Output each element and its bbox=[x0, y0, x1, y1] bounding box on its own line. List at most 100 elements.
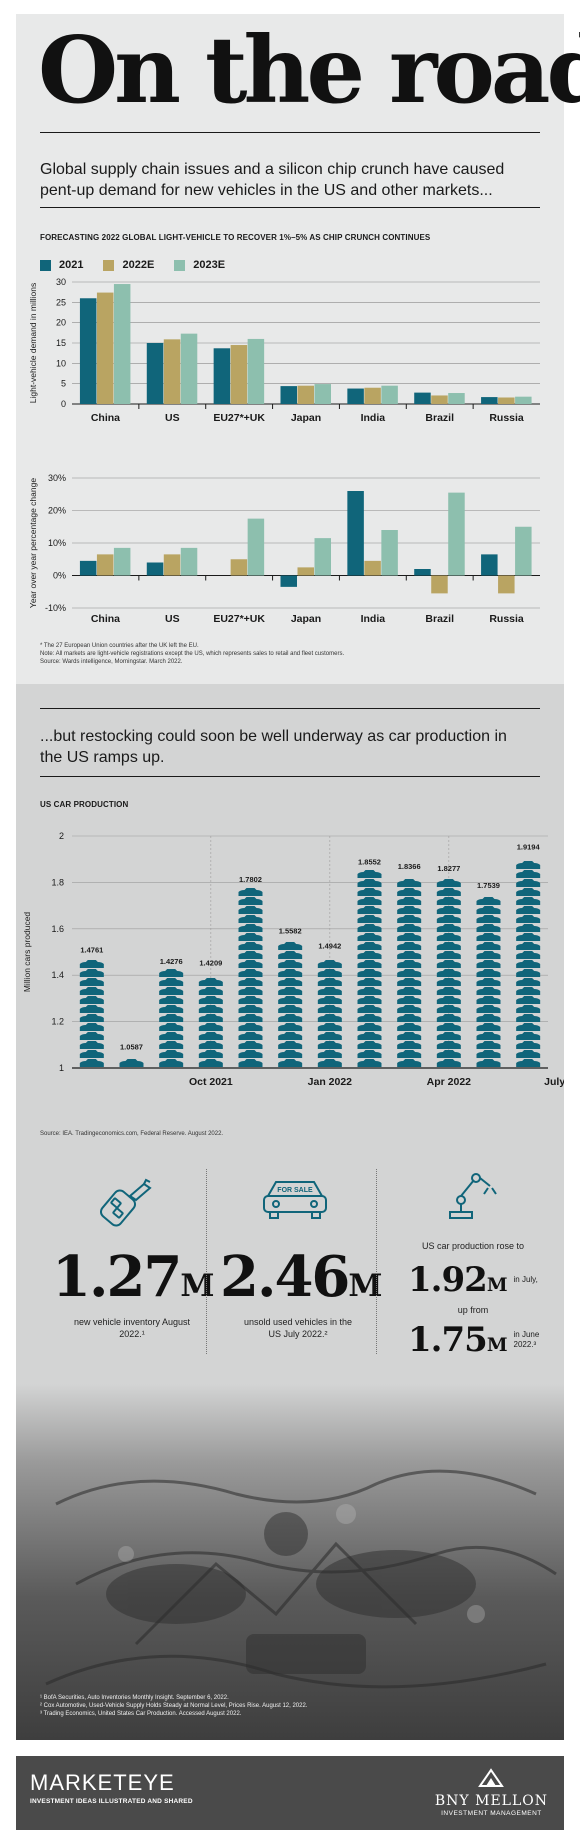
car-icon bbox=[397, 1032, 422, 1040]
car-icon bbox=[278, 960, 303, 968]
june-number: 1.75 bbox=[408, 1320, 488, 1360]
y-axis-label: Light-vehicle demand in millions bbox=[28, 283, 38, 403]
data-label: 1.4209 bbox=[199, 958, 222, 967]
car-icon bbox=[278, 1014, 303, 1022]
legend-swatch bbox=[174, 259, 186, 271]
car-icon bbox=[278, 978, 303, 986]
company-name: BNY MELLON bbox=[434, 1793, 548, 1809]
y-tick-label: 10 bbox=[56, 358, 66, 368]
stat-divider bbox=[376, 1169, 377, 1354]
data-label: 1.0587 bbox=[120, 1042, 143, 1051]
y-tick-label: 0% bbox=[53, 571, 66, 581]
inventory-unit: M bbox=[180, 1268, 215, 1304]
car-icon bbox=[278, 969, 303, 977]
bar bbox=[163, 554, 181, 576]
note-line: * The 27 European Union countries after … bbox=[40, 643, 199, 649]
car-icon bbox=[198, 1023, 223, 1031]
x-tick-label: EU27*+UK bbox=[213, 412, 265, 424]
car-icon bbox=[317, 1023, 342, 1031]
note-line: Source: Wards intelligence, Morningstar.… bbox=[40, 659, 183, 665]
car-icon bbox=[397, 987, 422, 995]
car-icon bbox=[476, 906, 501, 914]
car-icon bbox=[397, 969, 422, 977]
july-unit: M bbox=[486, 1274, 508, 1296]
car-icon bbox=[516, 942, 541, 950]
bar bbox=[448, 492, 465, 576]
july-when: in July, bbox=[513, 1275, 538, 1284]
inventory-label: new vehicle inventory August 2022.¹ bbox=[73, 1317, 191, 1339]
bar bbox=[431, 395, 448, 404]
car-icon bbox=[516, 915, 541, 923]
car-icon bbox=[516, 924, 541, 932]
production-source: Source: IEA. Tradingeconomics.com, Feder… bbox=[40, 1131, 224, 1137]
car-icon bbox=[278, 942, 303, 950]
x-tick-label: China bbox=[91, 412, 120, 424]
car-icon bbox=[198, 1005, 223, 1013]
car-icon bbox=[516, 951, 541, 959]
car-icon bbox=[357, 951, 382, 959]
legend-label: 2022E bbox=[122, 259, 155, 271]
car-icon bbox=[317, 996, 342, 1004]
company-sub: INVESTMENT MANAGEMENT bbox=[441, 1810, 542, 1817]
for-sale-car-icon: FOR SALE bbox=[260, 1174, 330, 1227]
production-july: 1.92M in July, bbox=[408, 1260, 548, 1300]
footnote-line: ¹ BofA Securities, Auto Inventories Mont… bbox=[40, 1695, 229, 1701]
car-icon bbox=[516, 1050, 541, 1058]
x-tick-label: US bbox=[165, 412, 180, 424]
car-icon bbox=[357, 879, 382, 887]
bar bbox=[448, 393, 465, 404]
legend-item-2022e: 2022E bbox=[103, 259, 154, 271]
bar bbox=[79, 298, 97, 404]
bar bbox=[347, 491, 364, 576]
car-icon bbox=[278, 1041, 303, 1049]
car-icon bbox=[238, 951, 263, 959]
car-icon bbox=[278, 1050, 303, 1058]
car-key-icon bbox=[99, 1178, 156, 1233]
data-label: 1.5582 bbox=[279, 926, 302, 935]
car-icon bbox=[397, 879, 422, 887]
data-label: 1.7539 bbox=[477, 881, 500, 890]
car-icon bbox=[79, 969, 104, 977]
y-axis-label: Year over year percentage change bbox=[28, 478, 38, 608]
bar bbox=[247, 518, 265, 576]
used-value: 2.46M bbox=[220, 1244, 382, 1310]
car-icon bbox=[317, 969, 342, 977]
car-icon bbox=[516, 879, 541, 887]
car-icon bbox=[278, 1059, 303, 1067]
bar bbox=[347, 388, 364, 404]
car-icon bbox=[198, 978, 223, 986]
intro-rule bbox=[40, 207, 540, 208]
car-icon bbox=[159, 978, 184, 986]
bar bbox=[238, 888, 263, 1067]
car-icon bbox=[397, 1050, 422, 1058]
x-tick-label: Japan bbox=[291, 613, 321, 624]
car-icon bbox=[357, 969, 382, 977]
bar bbox=[280, 575, 297, 587]
car-icon bbox=[397, 924, 422, 932]
title-rule bbox=[40, 132, 540, 133]
bar bbox=[278, 942, 303, 1067]
bar bbox=[314, 384, 331, 404]
car-icon bbox=[357, 942, 382, 950]
data-label: 1.9194 bbox=[517, 843, 541, 852]
car-icon bbox=[476, 942, 501, 950]
car-icon bbox=[317, 1041, 342, 1049]
car-icon bbox=[516, 861, 541, 869]
used-unit: M bbox=[348, 1268, 383, 1304]
car-icon bbox=[238, 1041, 263, 1049]
car-icon bbox=[238, 1050, 263, 1058]
footnotes: ¹ BofA Securities, Auto Inventories Mont… bbox=[40, 1694, 560, 1718]
car-icon bbox=[79, 1023, 104, 1031]
x-tick-label: Russia bbox=[489, 613, 524, 624]
production-value-july: 1.92M bbox=[408, 1260, 508, 1300]
july-number: 1.92 bbox=[408, 1260, 488, 1300]
bar bbox=[180, 547, 198, 576]
car-icon bbox=[79, 1032, 104, 1040]
car-icon bbox=[397, 1041, 422, 1049]
car-icon bbox=[357, 933, 382, 941]
car-icon bbox=[436, 1032, 461, 1040]
brand-tagline: INVESTMENT IDEAS ILLUSTRATED AND SHARED bbox=[30, 1798, 193, 1805]
x-tick-label: Oct 2021 bbox=[189, 1076, 233, 1088]
car-icon bbox=[79, 1041, 104, 1049]
car-icon bbox=[476, 933, 501, 941]
